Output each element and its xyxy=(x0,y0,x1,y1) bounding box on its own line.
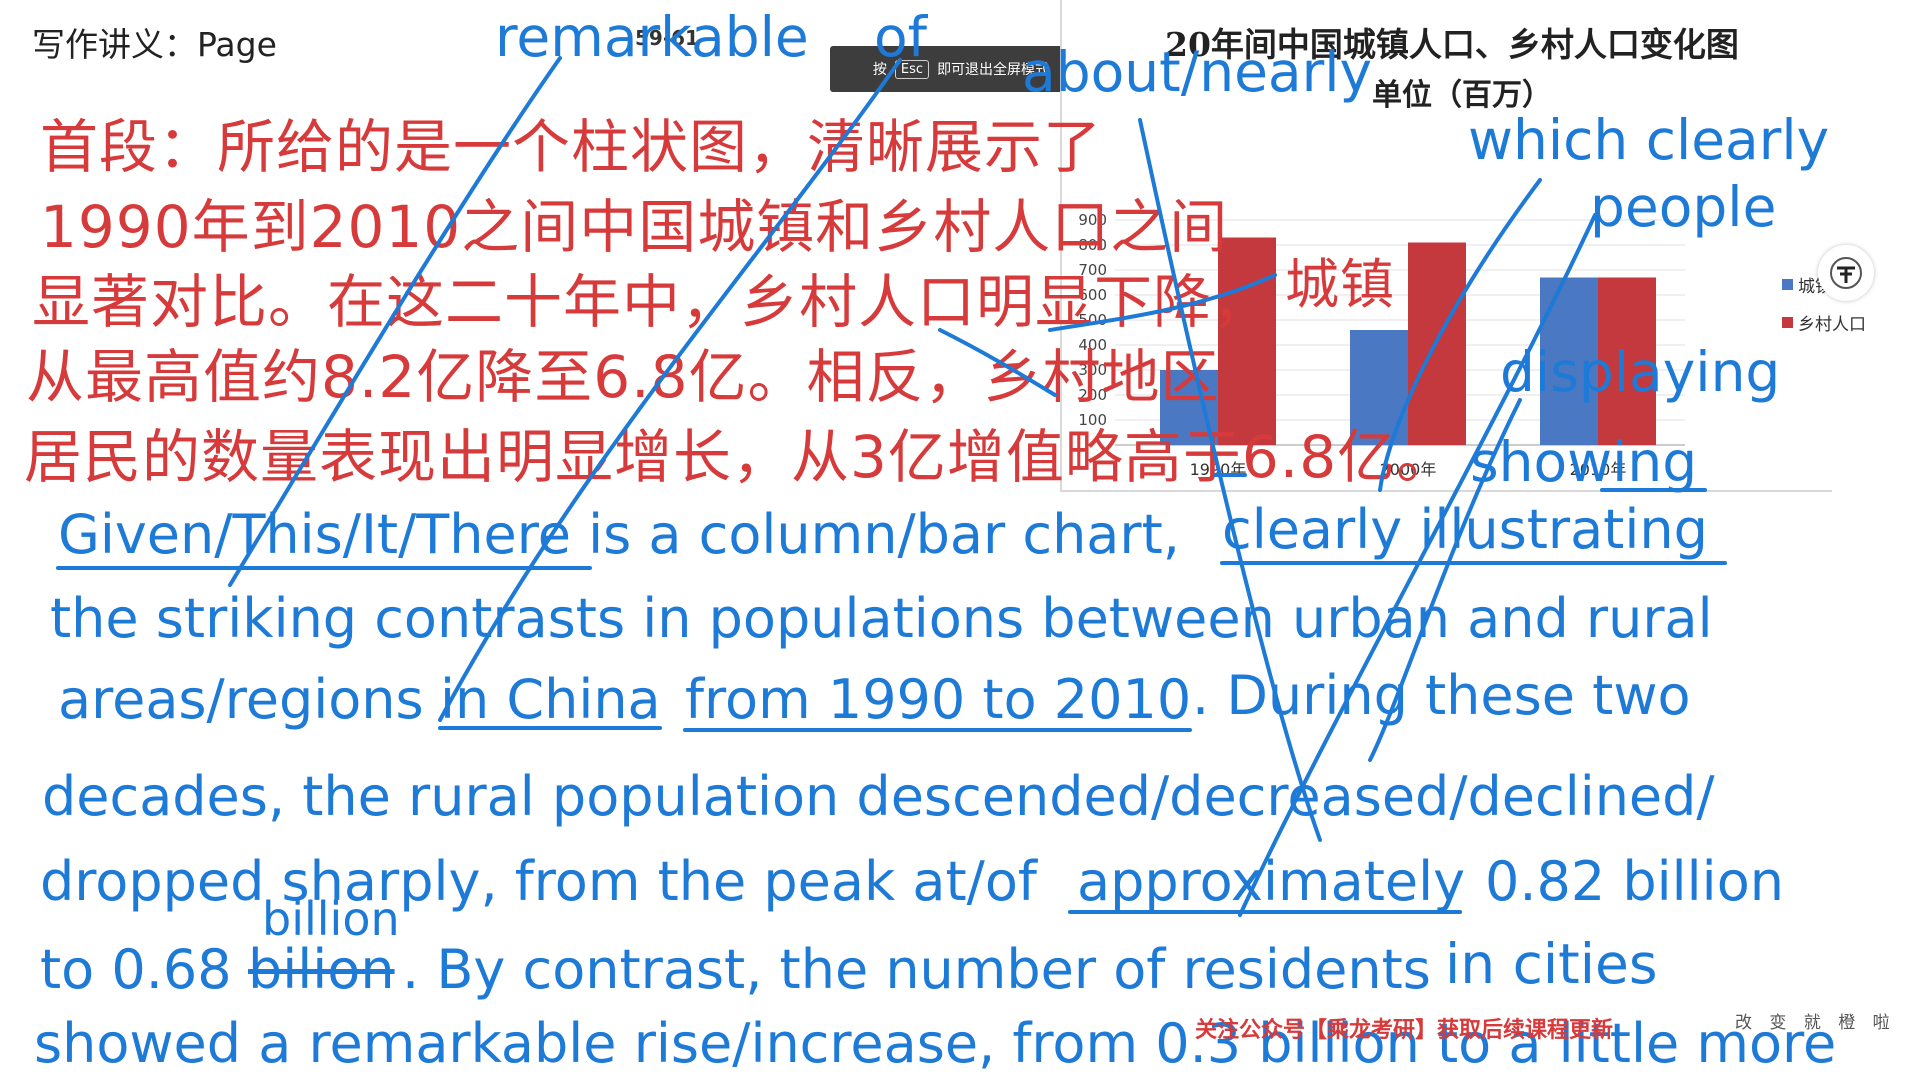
chart-unit: 单位（百万） xyxy=(1372,78,1552,113)
wechat-notice: 关注公众号【乘龙考研】获取后续课程更新 xyxy=(1195,1018,1614,1043)
x-tick-label: 2000年 xyxy=(1380,460,1437,479)
legend-rural-label: 乡村人口 xyxy=(1798,315,1866,335)
legend-rural: 乡村人口 xyxy=(1782,310,1866,335)
en-line-6a: to 0.68 xyxy=(40,938,232,1001)
logo-icon xyxy=(1830,257,1862,289)
stroke-urban xyxy=(1048,273,1277,332)
esc-prefix: 按 xyxy=(872,62,887,78)
en-line-5b: approximately xyxy=(1077,850,1466,913)
hw-urban-zh: 城镇 xyxy=(1285,253,1395,316)
stroke-which-clearly xyxy=(1378,178,1542,492)
chart-title: 20年间中国城镇人口、乡村人口变化图 xyxy=(1165,25,1739,64)
y-tick-label: 400 xyxy=(1078,336,1107,354)
hw-displaying: displaying xyxy=(1500,340,1781,404)
stroke-people xyxy=(1238,213,1597,917)
legend-urban-swatch xyxy=(1782,279,1793,290)
hw-billion: billion xyxy=(262,892,400,946)
zh-line-3: 显著对比。在这二十年中，乡村人口明显下降， xyxy=(32,268,1272,336)
hw-about-nearly: about/nearly xyxy=(1022,40,1373,104)
y-tick-label: 300 xyxy=(1078,361,1107,379)
y-tick-label: 900 xyxy=(1078,211,1107,229)
zh-line-4: 从最高值约8.2亿降至6.8亿。相反，乡村地区 xyxy=(26,343,1220,411)
x-tick-label: 2010年 xyxy=(1570,460,1627,479)
hw-which-clearly: which clearly xyxy=(1468,108,1830,172)
fullscreen-exit-banner: 按 Esc 即可退出全屏模式 xyxy=(830,46,1092,92)
stroke-remarkable xyxy=(228,56,562,587)
page-number: 59-61 xyxy=(635,26,699,50)
hw-remarkable: remarkable xyxy=(495,5,809,69)
en-line-6c: . By contrast, the number of residents xyxy=(402,938,1431,1001)
y-tick-label: 700 xyxy=(1078,261,1107,279)
y-tick-label: 200 xyxy=(1078,386,1107,404)
en-line-1b: clearly illustrating xyxy=(1222,498,1708,561)
avatar[interactable] xyxy=(1818,245,1874,301)
stroke-about xyxy=(1138,118,1322,842)
en-line-3b: in China xyxy=(440,668,661,731)
hw-in-cities: in cities xyxy=(1445,932,1658,996)
bar-rural-0 xyxy=(1218,237,1276,445)
en-line-3c: from 1990 to 2010 xyxy=(685,668,1192,731)
page-label: 写作讲义：Page xyxy=(32,25,277,64)
legend-rural-swatch xyxy=(1782,317,1793,328)
en-line-5c: 0.82 billion xyxy=(1485,850,1784,913)
en-line-1: Given/This/It/There is a column/bar char… xyxy=(58,503,1180,566)
stroke-small xyxy=(938,328,1057,397)
en-line-7: showed a remarkable rise/increase, from … xyxy=(34,1012,1837,1075)
hw-people: people xyxy=(1590,175,1777,239)
stroke-displaying xyxy=(1368,398,1522,762)
en-line-3a: areas/regions xyxy=(58,668,424,731)
en-line-4: decades, the rural population descended/… xyxy=(42,765,1715,828)
bar-rural-2 xyxy=(1598,277,1656,445)
y-tick-label: 100 xyxy=(1078,411,1107,429)
hw-showing: showing xyxy=(1470,430,1698,494)
stroke-of xyxy=(438,58,902,722)
y-tick-label: 800 xyxy=(1078,236,1107,254)
esc-suffix: 即可退出全屏模式 xyxy=(937,62,1050,78)
slogan: 改 变 就 橙 啦 xyxy=(1735,1013,1896,1033)
y-tick-label: 600 xyxy=(1078,286,1107,304)
en-line-6b: bilion xyxy=(248,938,395,1001)
en-line-5a: dropped sharply, from the peak at/of xyxy=(40,850,1037,913)
zh-line-2: 1990年到2010之间中国城镇和乡村人口之间 xyxy=(40,193,1229,261)
zh-line-1: 首段：所给的是一个柱状图，清晰展示了 xyxy=(40,113,1103,181)
